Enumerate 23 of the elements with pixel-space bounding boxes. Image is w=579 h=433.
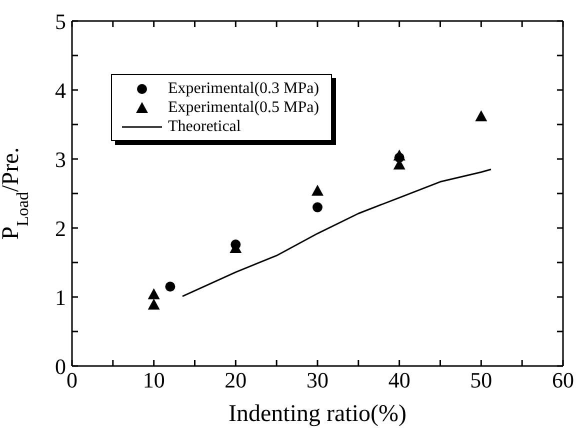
x-tick-label: 60 xyxy=(552,368,574,393)
x-tick-label: 30 xyxy=(306,368,328,393)
line-series xyxy=(182,168,492,298)
y-tick-label: 5 xyxy=(55,8,66,34)
point xyxy=(475,110,488,122)
point xyxy=(393,150,406,161)
point xyxy=(312,202,322,212)
x-tick-label: 20 xyxy=(224,368,247,393)
legend-label: Theoretical xyxy=(168,117,241,136)
point xyxy=(148,298,160,310)
legend-label: Experimental(0.3 MPa) xyxy=(168,79,320,98)
x-axis-title: Indenting ratio(%) xyxy=(228,401,406,427)
y-tick-label: 1 xyxy=(55,284,66,310)
x-tick-label: 50 xyxy=(470,368,492,393)
point xyxy=(312,184,324,196)
y-tick-label: 3 xyxy=(55,146,66,172)
legend-label: Experimental(0.5 MPa) xyxy=(168,98,320,117)
point xyxy=(165,282,176,292)
x-tick-label: 40 xyxy=(388,368,410,393)
x-tick-label: 10 xyxy=(142,368,165,393)
y-tick-label: 2 xyxy=(55,216,66,241)
y-tick-label: 4 xyxy=(55,78,66,103)
point xyxy=(148,288,160,300)
